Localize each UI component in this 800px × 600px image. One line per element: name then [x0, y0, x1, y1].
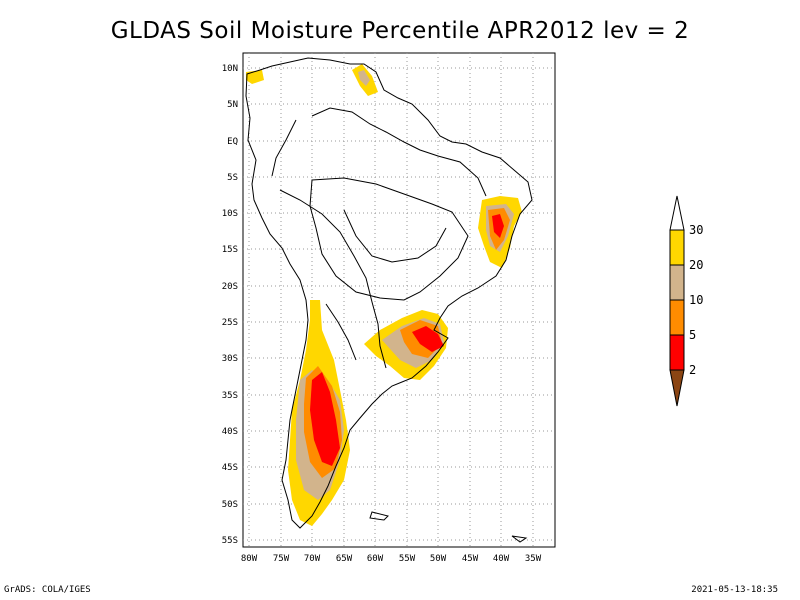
map-title: GLDAS Soil Moisture Percentile APR2012 l… [110, 18, 690, 44]
shade-ne-brazil-red [492, 214, 504, 238]
lon-label: 40W [493, 554, 510, 564]
lat-label: 55S [222, 536, 238, 546]
lat-label: 35S [222, 391, 238, 401]
colorbar-labels: 30 20 10 5 2 [689, 223, 703, 377]
lon-label: 80W [241, 554, 258, 564]
colorbar [669, 195, 685, 407]
lon-label: 50W [430, 554, 447, 564]
lat-label: EQ [227, 137, 238, 147]
lat-tick-labels: 10N 5N EQ 5S 10S 15S 20S 25S 30S 35S 40S… [222, 64, 238, 546]
lat-label: 5S [227, 173, 238, 183]
footer-credit: GrADS: COLA/IGES [4, 585, 91, 595]
lat-label: 45S [222, 463, 238, 473]
shade-northwest [246, 70, 264, 84]
colorbar-band-20 [669, 264, 685, 301]
coastlines [245, 57, 533, 543]
lon-label: 75W [273, 554, 290, 564]
colorbar-label: 5 [689, 328, 696, 342]
lat-label: 30S [222, 354, 238, 364]
lat-label: 40S [222, 427, 238, 437]
colorbar-label: 2 [689, 363, 696, 377]
colorbar-label: 10 [689, 293, 703, 307]
lon-label: 70W [304, 554, 321, 564]
colorbar-label: 30 [689, 223, 703, 237]
lon-tick-labels: 80W 75W 70W 65W 60W 55W 50W 45W 40W 35W [241, 554, 542, 564]
lat-label: 10S [222, 209, 238, 219]
colorbar-band-5 [669, 334, 685, 371]
lat-label: 10N [222, 64, 238, 74]
colorbar-label: 20 [689, 258, 703, 272]
lat-label: 5N [227, 100, 238, 110]
lon-label: 45W [462, 554, 479, 564]
lon-label: 65W [336, 554, 353, 564]
colorbar-top-arrow [669, 195, 685, 231]
shade-north-coast-mid [358, 70, 370, 86]
shade-south-brazil-red [412, 326, 444, 352]
footer-timestamp: 2021-05-13-18:35 [691, 585, 778, 595]
lat-label: 20S [222, 282, 238, 292]
lat-label: 25S [222, 318, 238, 328]
lon-label: 35W [525, 554, 542, 564]
lat-label: 15S [222, 245, 238, 255]
lon-label: 55W [399, 554, 416, 564]
colorbar-bottom-arrow [669, 369, 685, 407]
shade-patagonia-red [310, 372, 340, 466]
lat-label: 50S [222, 500, 238, 510]
colorbar-band-30 [669, 229, 685, 266]
lon-label: 60W [367, 554, 384, 564]
colorbar-band-10 [669, 299, 685, 336]
